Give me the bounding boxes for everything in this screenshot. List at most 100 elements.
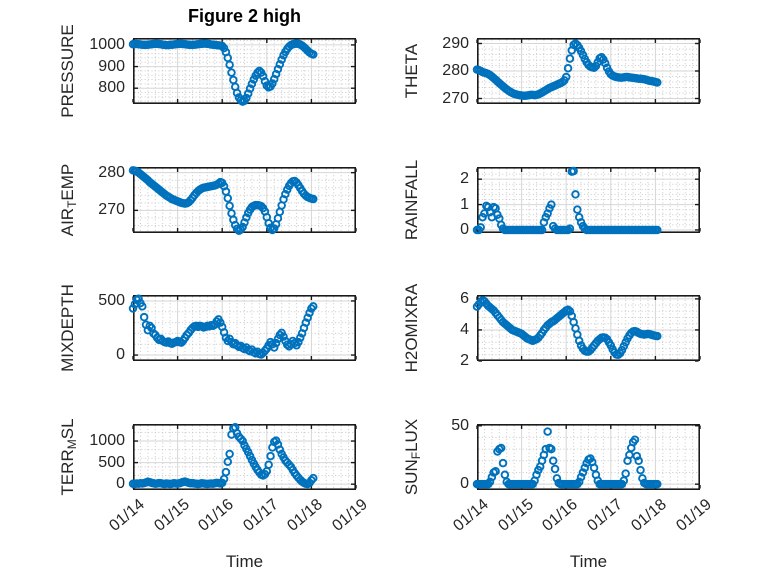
data-point-marker (576, 472, 586, 482)
plot-area (128, 422, 357, 491)
data-point-marker (301, 318, 311, 327)
data-point-marker (600, 59, 610, 68)
data-point-marker (253, 68, 262, 77)
data-point-marker (225, 449, 234, 459)
data-point-marker (223, 457, 233, 467)
plot-area (472, 166, 701, 235)
data-point-marker (630, 435, 640, 445)
y-tick-label: 4 (460, 320, 469, 338)
y-tick-label: 0 (116, 346, 125, 364)
data-point-marker (295, 333, 305, 342)
data-point-marker (268, 79, 277, 88)
data-point-marker (552, 474, 562, 483)
y-tick-label: 290 (442, 34, 469, 52)
plot-area (128, 294, 357, 362)
y-tick-label: 500 (98, 453, 125, 471)
data-point-marker (565, 307, 575, 316)
data-point-marker (225, 60, 234, 70)
data-point-marker (277, 55, 286, 64)
data-point-marker (532, 470, 541, 480)
y-axis-label-text: THETA (402, 43, 421, 99)
data-point-marker (653, 78, 662, 87)
data-point-marker (636, 465, 645, 475)
grid (478, 168, 699, 232)
data-point-marker (565, 54, 575, 63)
data-point-marker (266, 451, 275, 461)
data-markers (472, 166, 662, 235)
axes-border (133, 295, 356, 362)
y-axis-label-text: H2OMIXRA (402, 283, 421, 373)
y-tick-label: 6 (460, 289, 469, 307)
y-axis-label-text: TERR (58, 449, 77, 496)
y-axis-label-text: PRESSURE (58, 24, 77, 118)
y-tick-label: 50 (451, 416, 469, 434)
data-point-marker (227, 68, 236, 77)
y-tick-label: 270 (442, 89, 469, 107)
data-point-marker (496, 443, 506, 453)
plot-area (472, 38, 701, 105)
data-point-marker (273, 64, 283, 74)
figure-title: Figure 2 high (187, 6, 301, 26)
y-tick-label: 500 (98, 291, 125, 309)
data-point-marker (632, 451, 642, 461)
data-point-marker (578, 468, 588, 477)
data-point-marker (275, 60, 285, 69)
y-axis-label-text: MIXDEPTH (58, 284, 77, 372)
data-markers (472, 39, 662, 101)
data-point-marker (543, 427, 552, 436)
y-tick-label: 0 (116, 475, 125, 493)
data-point-marker (242, 213, 251, 222)
data-point-marker (574, 336, 584, 346)
plot-area (128, 166, 357, 235)
data-point-marker (485, 477, 495, 487)
plot-area (472, 295, 701, 362)
y-axis-label-text: AIR (58, 207, 77, 237)
data-markers (128, 166, 318, 235)
data-point-marker (134, 294, 143, 304)
data-point-marker (498, 458, 508, 468)
data-point-marker (238, 436, 247, 446)
plot-area (128, 38, 357, 106)
data-point-marker (139, 312, 149, 322)
y-tick-label: 1000 (89, 35, 125, 53)
data-point-marker (232, 88, 242, 98)
data-point-marker (491, 467, 500, 476)
data-point-marker (247, 79, 257, 89)
data-point-marker (269, 224, 279, 233)
data-point-marker (264, 460, 273, 470)
data-point-marker (305, 308, 314, 318)
subplot-rainfall: 0 1 2 RAINFALL (402, 160, 701, 240)
data-point-marker (216, 318, 225, 327)
subplot-sun-flux: 0 50 SUNFLUX 01/14 01/15 01/16 01/17 01/18 01/19 (402, 417, 715, 535)
y-axis-label-subscript: T (65, 200, 79, 208)
y-tick-label: 0 (460, 220, 469, 238)
y-tick-label: 800 (98, 79, 125, 97)
y-tick-label: 1 (460, 195, 469, 213)
data-point-marker (242, 93, 251, 103)
y-axis-label: TERRMSL (58, 377, 79, 537)
y-tick-label: 1000 (89, 432, 125, 450)
subplot-pressure: 800 900 1000 PRESSURE (58, 24, 357, 118)
data-point-marker (281, 189, 290, 199)
data-point-marker (653, 225, 662, 235)
data-point-marker (238, 222, 247, 232)
data-point-marker (260, 77, 270, 86)
data-point-marker (487, 472, 497, 482)
data-point-marker (279, 332, 288, 341)
subplot-terr-msl: 0 500 1000 TERRMSL 01/14 01/15 01/16 01/17 01/18… (58, 418, 371, 534)
y-axis-label: SUNFLUX (402, 377, 423, 537)
data-point-marker (571, 190, 580, 199)
data-point-marker (309, 50, 318, 59)
data-point-marker (269, 343, 279, 352)
data-point-marker (573, 205, 582, 214)
data-point-marker (621, 469, 630, 478)
data-point-marker (580, 463, 590, 473)
data-point-marker (653, 331, 662, 341)
axes-border (133, 424, 356, 491)
y-tick-label: 0 (460, 475, 469, 493)
axes-border (477, 424, 700, 491)
data-point-marker (225, 201, 234, 211)
data-point-marker (245, 84, 255, 93)
data-point-marker (565, 224, 575, 233)
